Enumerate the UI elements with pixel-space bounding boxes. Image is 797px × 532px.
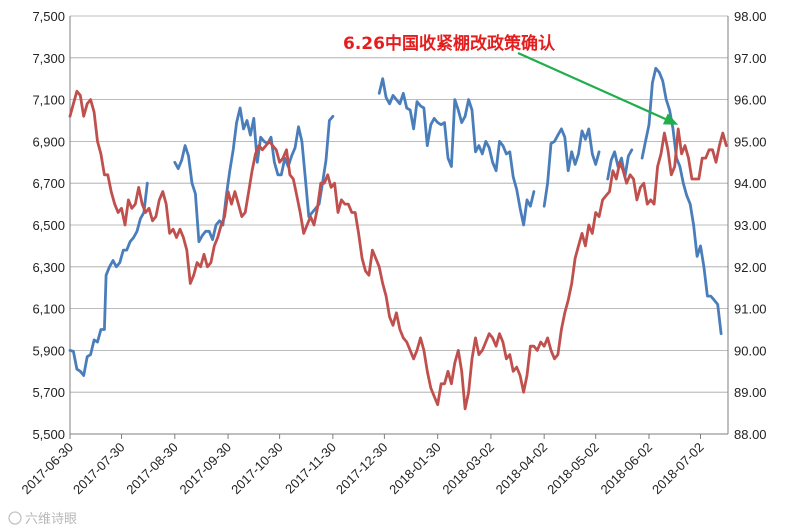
y-right-tick-label: 90.00: [734, 343, 767, 358]
y-right-tick-label: 93.00: [734, 218, 767, 233]
y-left-tick-label: 5,500: [32, 427, 65, 442]
y-right-tick-label: 98.00: [734, 9, 767, 24]
x-tick-label: 2017-11-30: [282, 440, 339, 497]
y-left-tick-label: 6,700: [32, 176, 65, 191]
x-tick-label: 2017-07-30: [70, 440, 128, 498]
x-tick-label: 2018-01-30: [386, 440, 444, 498]
x-axis-labels: 2017-06-302017-07-302017-08-302017-09-30…: [18, 440, 706, 498]
y-right-tick-label: 96.00: [734, 93, 767, 108]
y-right-tick-label: 88.00: [734, 427, 767, 442]
x-tick-label: 2018-07-02: [649, 440, 707, 498]
y-left-tick-label: 6,500: [32, 218, 65, 233]
series-1-line: [377, 77, 536, 227]
y-right-tick-label: 91.00: [734, 302, 767, 317]
annotation: 6.26中国收紧棚改政策确认: [343, 33, 679, 125]
grid-lines: [70, 15, 728, 435]
y-right-tick-label: 92.00: [734, 260, 767, 275]
y-axis-right-labels: 88.00 89.00 90.00 91.00 92.00 93.00 94.00 95.00…: [734, 9, 767, 442]
series-lines: [68, 66, 728, 411]
axes: [69, 16, 729, 439]
x-tick-label: 2017-12-30: [333, 440, 391, 498]
x-tick-label: 2017-10-30: [228, 440, 286, 498]
x-tick-label: 2017-09-30: [177, 440, 235, 498]
y-left-tick-label: 5,900: [32, 343, 65, 358]
series-1-line: [542, 127, 601, 208]
watermark-text: 六维诗眼: [25, 512, 77, 527]
y-right-tick-label: 97.00: [734, 51, 767, 66]
y-axis-left-labels: 5,500 5,700 5,900 6,100 6,300 6,500 6,700 6,900…: [32, 9, 65, 442]
y-left-tick-label: 6,300: [32, 260, 65, 275]
series-1-line: [68, 181, 149, 377]
annotation-text: 6.26中国收紧棚改政策确认: [343, 33, 556, 54]
series-2-line: [68, 89, 728, 411]
y-right-tick-label: 94.00: [734, 176, 767, 191]
x-tick-label: 2018-06-02: [597, 440, 655, 498]
watermark: 六维诗眼: [8, 511, 77, 527]
y-left-tick-label: 5,700: [32, 385, 65, 400]
series-1-line: [173, 106, 335, 244]
x-tick-label: 2018-03-02: [439, 440, 497, 498]
y-right-tick-label: 89.00: [734, 385, 767, 400]
y-left-tick-label: 7,300: [32, 51, 65, 66]
y-left-tick-label: 6,100: [32, 302, 65, 317]
series-1-line: [640, 66, 723, 336]
x-tick-label: 2018-05-02: [544, 440, 602, 498]
annotation-arrow-head: [662, 113, 679, 125]
x-tick-label: 2017-08-30: [123, 440, 181, 498]
x-tick-label: 2018-04-02: [493, 440, 551, 498]
y-left-tick-label: 6,900: [32, 134, 65, 149]
y-right-tick-label: 95.00: [734, 134, 767, 149]
x-tick-label: 2017-06-30: [18, 440, 76, 498]
y-left-tick-label: 7,500: [32, 9, 65, 24]
annotation-arrow: [517, 51, 666, 121]
y-left-tick-label: 7,100: [32, 93, 65, 108]
